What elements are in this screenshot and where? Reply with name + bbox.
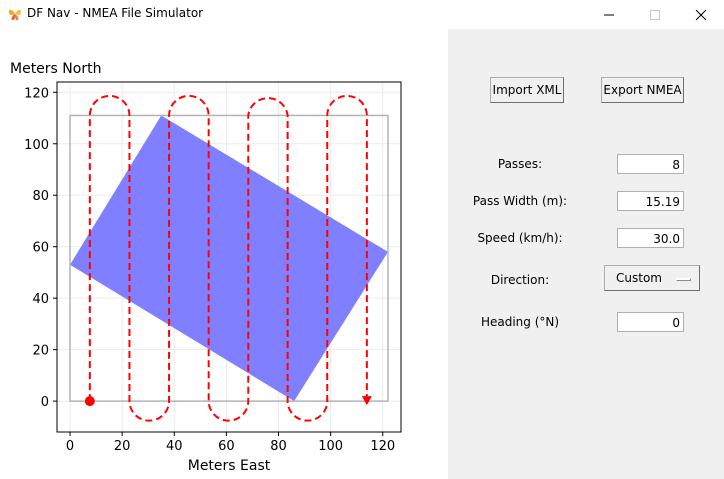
bounding-box (69, 114, 389, 402)
x-tick-label: 20 (114, 439, 131, 454)
start-point-marker (84, 396, 95, 407)
close-icon (695, 9, 707, 20)
y-tick-label: 20 (32, 344, 49, 359)
direction-label: Direction: (490, 273, 550, 287)
y-tick-label: 120 (24, 86, 49, 101)
passes-field[interactable] (617, 154, 684, 174)
direction-dropdown[interactable]: Custom (604, 265, 700, 291)
x-tick-label: 100 (318, 439, 343, 454)
speed-field[interactable] (617, 228, 684, 248)
axes-frame (56, 81, 402, 433)
minimize-icon (604, 14, 614, 15)
x-tick-label: 60 (218, 439, 235, 454)
x-axis-title: Meters East (188, 458, 271, 474)
title-bar: DF Nav - NMEA File Simulator (0, 0, 724, 29)
heading-label: Heading (°N) (480, 315, 560, 329)
y-tick-label: 0 (41, 395, 49, 410)
x-tick-label: 80 (270, 439, 287, 454)
passes-label: Passes: (497, 157, 543, 171)
y-tick-label: 60 (32, 241, 49, 256)
x-tick-label: 40 (166, 439, 183, 454)
pass-width-field[interactable] (617, 191, 684, 211)
y-tick-label: 40 (32, 292, 49, 307)
end-point-marker (361, 396, 372, 406)
x-tick-label: 0 (66, 439, 74, 454)
window-title: DF Nav - NMEA File Simulator (27, 6, 204, 20)
dropdown-indicator-icon (676, 278, 691, 281)
import-xml-button[interactable]: Import XML (490, 77, 564, 103)
x-tick-label: 120 (370, 439, 395, 454)
coverage-chart: 0 20 40 60 80 100 120 0 20 40 60 80 100 120 Meters Eas… (10, 61, 402, 474)
y-axis-title: Meters North (10, 61, 101, 77)
maximize-icon (650, 9, 660, 20)
maximize-button[interactable] (632, 0, 678, 29)
export-nmea-button[interactable]: Export NMEA (601, 77, 684, 103)
plot-area: 0 20 40 60 80 100 120 0 20 40 60 80 100 120 Meters Eas… (0, 29, 448, 479)
y-tick-label: 100 (24, 138, 49, 153)
field-polygon (70, 115, 388, 402)
butterfly-app-icon (8, 9, 22, 20)
y-tick-label: 80 (32, 189, 49, 204)
close-button[interactable] (678, 0, 724, 29)
control-panel: Import XML Export NMEA Passes: Pass Widt… (448, 29, 724, 479)
coverage-path (88, 94, 368, 422)
direction-value: Custom (616, 271, 662, 285)
pass-width-label: Pass Width (m): (472, 194, 568, 208)
minimize-button[interactable] (586, 0, 632, 29)
heading-field[interactable] (617, 312, 684, 332)
speed-label: Speed (km/h): (477, 231, 563, 245)
